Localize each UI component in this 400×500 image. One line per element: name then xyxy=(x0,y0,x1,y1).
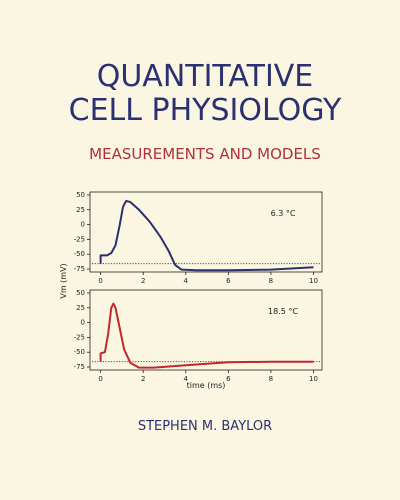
y-tick-label: 25 xyxy=(76,206,85,214)
trace xyxy=(99,199,314,272)
x-tick-label: 8 xyxy=(269,277,273,285)
trace xyxy=(99,302,314,369)
y-tick-label: -25 xyxy=(74,235,85,243)
x-tick-label: 4 xyxy=(184,277,189,285)
y-tick-label: 0 xyxy=(81,221,85,229)
author: STEPHEN M. BAYLOR xyxy=(138,419,272,434)
x-tick-label: 2 xyxy=(141,375,145,383)
y-tick-label: 0 xyxy=(81,319,85,327)
annotation: 6.3 °C xyxy=(271,209,296,218)
x-tick-label: 6 xyxy=(226,277,231,285)
x-tick-label: 4 xyxy=(184,375,189,383)
annotation: 18.5 °C xyxy=(268,307,298,316)
y-tick-label: -25 xyxy=(74,333,85,341)
x-tick-label: 8 xyxy=(269,375,273,383)
x-tick-label: 6 xyxy=(226,375,231,383)
y-tick-label: 50 xyxy=(76,289,85,297)
title: CELL PHYSIOLOGY xyxy=(69,93,342,128)
y-tick-label: 50 xyxy=(76,191,85,199)
plot-frame xyxy=(89,289,323,371)
x-tick-label: 2 xyxy=(141,277,145,285)
y-axis-label: Vm (mV) xyxy=(59,263,68,298)
x-tick-label: 0 xyxy=(98,277,102,285)
x-axis-label: time (ms) xyxy=(187,381,226,390)
x-tick-label: 10 xyxy=(309,277,318,285)
subtitle: MEASUREMENTS AND MODELS xyxy=(89,145,321,163)
x-tick-label: 10 xyxy=(309,375,318,383)
y-tick-label: 25 xyxy=(76,304,85,312)
x-tick-label: 0 xyxy=(98,375,102,383)
title: QUANTITATIVE xyxy=(97,59,314,94)
y-tick-label: -75 xyxy=(74,265,85,273)
y-tick-label: -50 xyxy=(74,348,85,356)
y-tick-label: -50 xyxy=(74,250,85,258)
plot-frame xyxy=(89,191,323,273)
y-tick-label: -75 xyxy=(74,363,85,371)
